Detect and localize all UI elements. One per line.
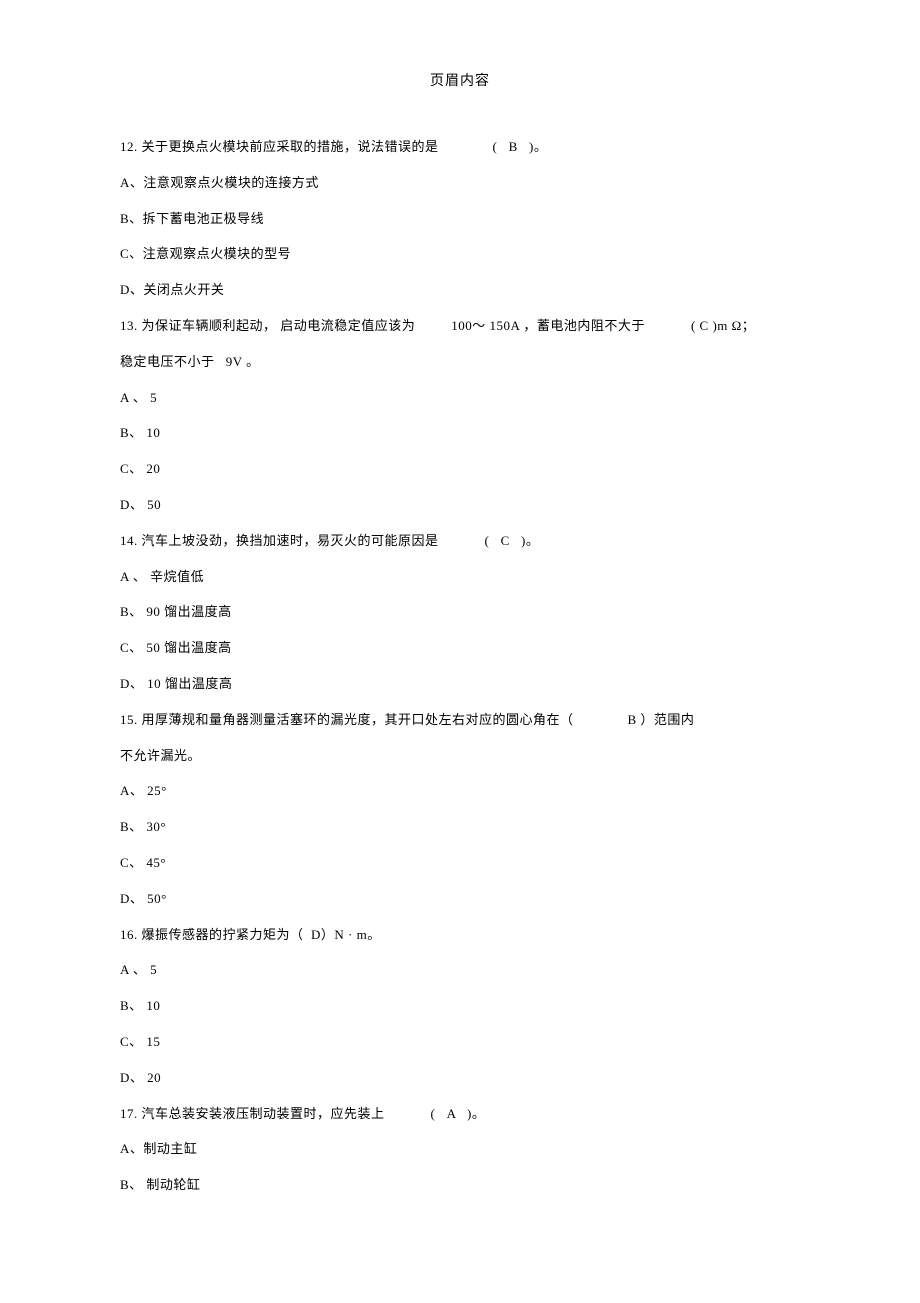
q16-option-d: D、 20 — [120, 1061, 800, 1095]
q12-pre: 12. 关于更换点火模块前应采取的措施，说法错误的是 — [120, 139, 439, 154]
q17-option-b: B、 制动轮缸 — [120, 1168, 800, 1202]
q13-option-d: D、 50 — [120, 488, 800, 522]
q13-p3: ( C )m Ω； — [691, 318, 755, 333]
q13-p2: 100～ 150A ，蓄电池内阻不大于 — [451, 318, 645, 333]
q15-p1: 15. 用厚薄规和量角器测量活塞环的漏光度，其开口处左右对应的圆心角在（ — [120, 712, 574, 727]
q16-text: 16. 爆振传感器的拧紧力矩为（ D）N · m。 — [120, 918, 800, 952]
q15-cont: 不允许漏光。 — [120, 739, 800, 773]
q14-pre: 14. 汽车上坡没劲，换挡加速时，易灭火的可能原因是 — [120, 533, 439, 548]
q13-option-a: A 、 5 — [120, 381, 800, 415]
q13-text: 13. 为保证车辆顺利起动， 启动电流稳定值应该为 100～ 150A ，蓄电池内… — [120, 309, 800, 343]
q12-text: 12. 关于更换点火模块前应采取的措施，说法错误的是 ( B )。 — [120, 130, 800, 164]
q14-option-d: D、 10 馏出温度高 — [120, 667, 800, 701]
q13-cont: 稳定电压不小于 9V 。 — [120, 345, 800, 379]
q17-answer: ( A )。 — [431, 1106, 486, 1121]
q14-text: 14. 汽车上坡没劲，换挡加速时，易灭火的可能原因是 ( C )。 — [120, 524, 800, 558]
q14-option-a: A 、 辛烷值低 — [120, 560, 800, 594]
q12-option-c: C、注意观察点火模块的型号 — [120, 237, 800, 271]
q12-answer: ( B )。 — [493, 139, 548, 154]
q13-p1: 13. 为保证车辆顺利起动， 启动电流稳定值应该为 — [120, 318, 415, 333]
q15-option-b: B、 30° — [120, 810, 800, 844]
q17-pre: 17. 汽车总装安装液压制动装置时，应先装上 — [120, 1106, 385, 1121]
q14-answer: ( C )。 — [485, 533, 540, 548]
q17-text: 17. 汽车总装安装液压制动装置时，应先装上 ( A )。 — [120, 1097, 800, 1131]
q16-option-a: A 、 5 — [120, 953, 800, 987]
q15-p2: B ）范围内 — [628, 712, 695, 727]
q15-text: 15. 用厚薄规和量角器测量活塞环的漏光度，其开口处左右对应的圆心角在（ B ）范… — [120, 703, 800, 737]
q15-option-d: D、 50° — [120, 882, 800, 916]
q12-option-b: B、拆下蓄电池正极导线 — [120, 202, 800, 236]
q17-option-a: A、制动主缸 — [120, 1132, 800, 1166]
q13-option-b: B、 10 — [120, 416, 800, 450]
q15-option-a: A、 25° — [120, 774, 800, 808]
q15-option-c: C、 45° — [120, 846, 800, 880]
q16-option-b: B、 10 — [120, 989, 800, 1023]
q16-option-c: C、 15 — [120, 1025, 800, 1059]
q12-option-a: A、注意观察点火模块的连接方式 — [120, 166, 800, 200]
q13-option-c: C、 20 — [120, 452, 800, 486]
q14-option-c: C、 50 馏出温度高 — [120, 631, 800, 665]
q14-option-b: B、 90 馏出温度高 — [120, 595, 800, 629]
document-content: 12. 关于更换点火模块前应采取的措施，说法错误的是 ( B )。 A、注意观察点… — [120, 130, 800, 1202]
page-header: 页眉内容 — [120, 70, 800, 90]
q12-option-d: D、关闭点火开关 — [120, 273, 800, 307]
